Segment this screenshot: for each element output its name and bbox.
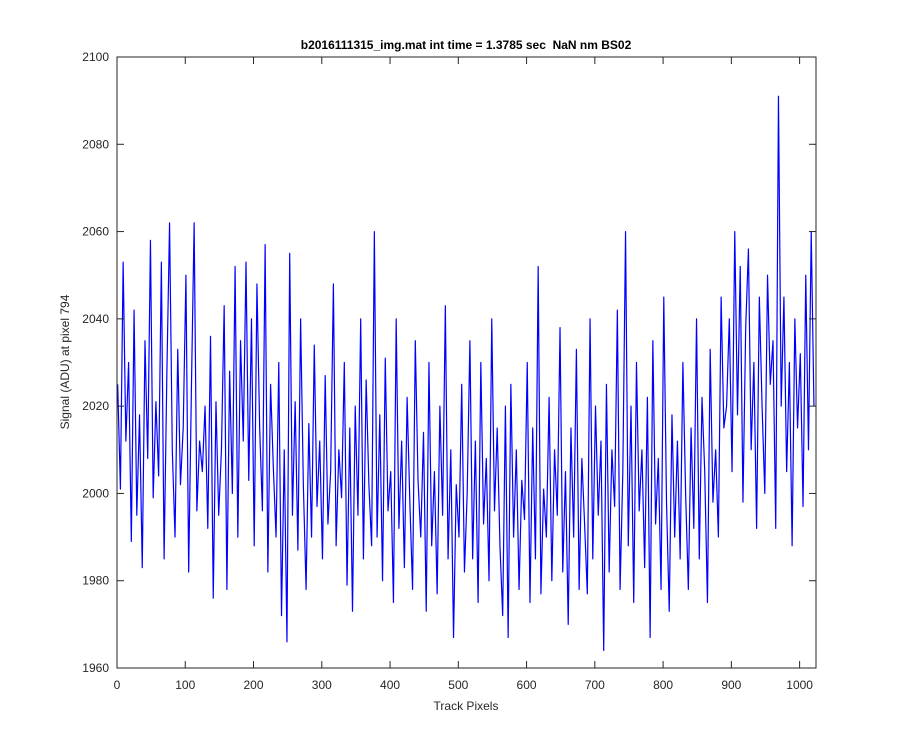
x-tick-label: 400	[380, 678, 400, 692]
x-tick-label: 600	[517, 678, 537, 692]
y-tick-label: 2060	[82, 225, 109, 239]
y-tick-label: 2040	[82, 312, 109, 326]
y-tick-label: 2020	[82, 399, 109, 413]
x-tick-label: 500	[448, 678, 468, 692]
x-axis-label: Track Pixels	[434, 699, 499, 713]
x-tick-label: 900	[721, 678, 741, 692]
y-axis-label: Signal (ADU) at pixel 794	[58, 294, 72, 429]
x-tick-label: 300	[312, 678, 332, 692]
axes-box	[116, 56, 817, 669]
y-tick-label: 1960	[82, 661, 109, 675]
y-tick-label: 2000	[82, 486, 109, 500]
x-tick-label: 700	[585, 678, 605, 692]
y-tick-label: 2080	[82, 137, 109, 151]
data-line	[117, 95, 815, 652]
y-tick-label: 2100	[82, 50, 109, 64]
x-tick-label: 1000	[786, 678, 813, 692]
x-tick-label: 100	[175, 678, 195, 692]
x-tick-label: 200	[244, 678, 264, 692]
chart-title: b2016111315_img.mat int time = 1.3785 se…	[301, 38, 632, 52]
x-tick-label: 0	[114, 678, 121, 692]
y-tick-label: 1980	[82, 574, 109, 588]
x-tick-label: 800	[653, 678, 673, 692]
